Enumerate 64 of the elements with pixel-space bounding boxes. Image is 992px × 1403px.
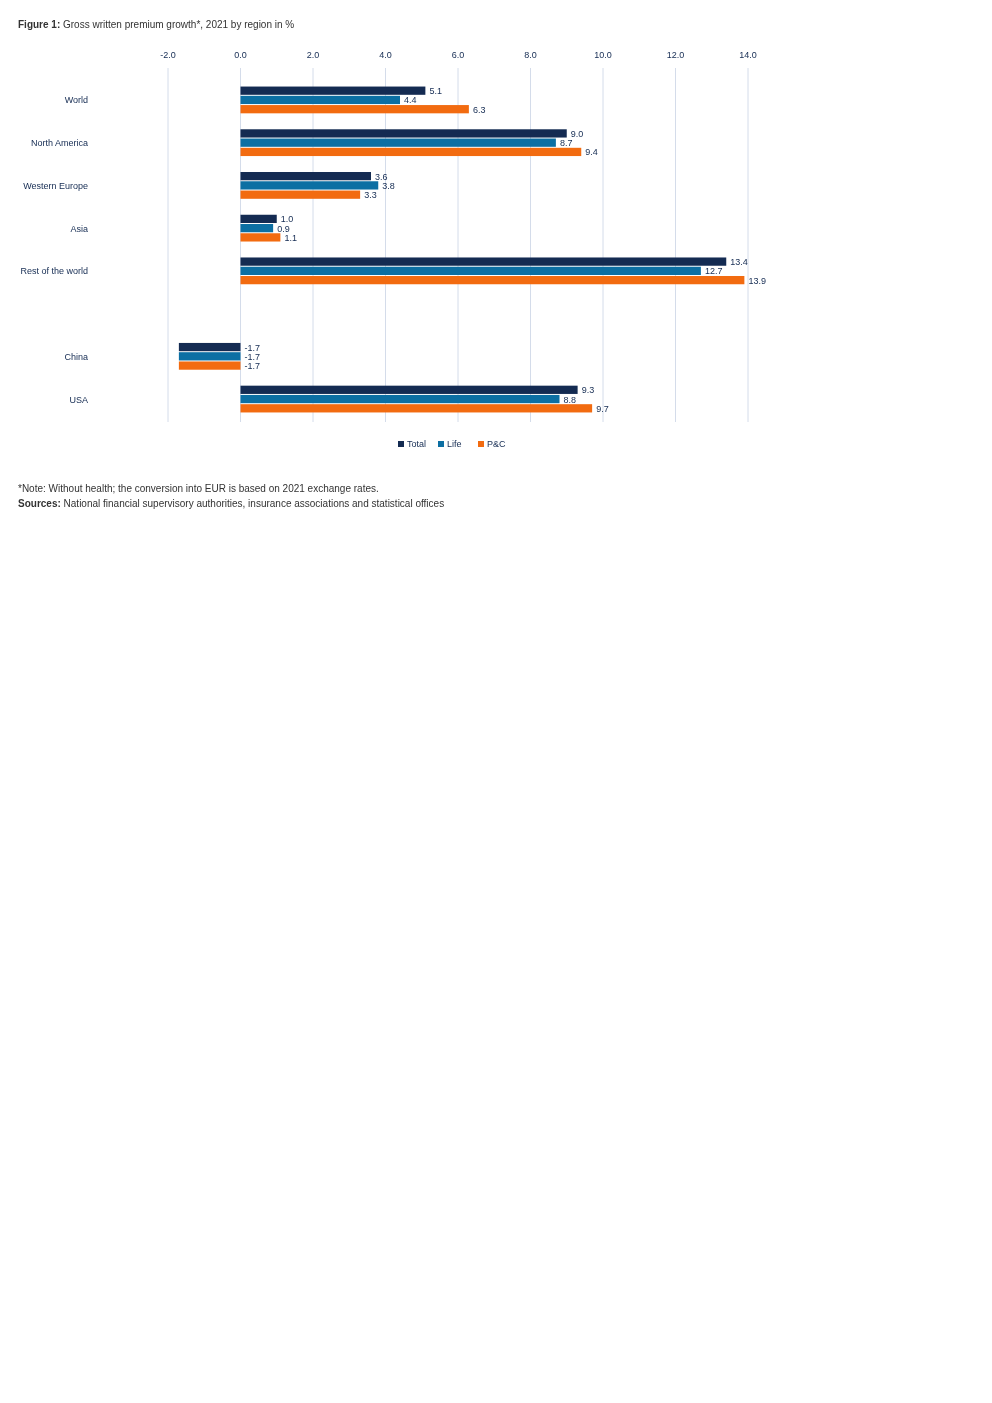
data-label: 1.0 <box>280 214 294 225</box>
bar <box>178 361 241 370</box>
bar <box>240 181 379 190</box>
data-label: 3.6 <box>375 171 388 182</box>
source-note: Sources: National financial supervisory authorities, insurance associations and statistical offices <box>18 498 445 509</box>
legend-label: P&C <box>487 439 507 449</box>
data-label: -1.7 <box>244 351 261 362</box>
data-label: 9.4 <box>585 147 598 158</box>
bar <box>240 394 560 404</box>
bar <box>240 86 426 95</box>
bar <box>240 138 556 147</box>
data-label: 13.9 <box>748 275 766 286</box>
x-tick-label: 2.0 <box>306 50 320 60</box>
data-label: 6.3 <box>472 104 486 115</box>
data-label: 1.1 <box>284 232 297 243</box>
data-label: 8.8 <box>563 394 577 405</box>
data-label: 3.3 <box>364 190 377 201</box>
data-label: -1.7 <box>244 342 261 353</box>
bar <box>240 404 593 413</box>
x-tick-label: 14.0 <box>739 50 757 60</box>
legend-label: Total <box>407 439 427 449</box>
bar <box>240 172 371 181</box>
bar <box>240 147 582 157</box>
data-label: -1.7 <box>244 361 261 372</box>
data-label: 9.3 <box>581 385 595 396</box>
x-tick-label: 12.0 <box>666 50 685 60</box>
bar <box>178 342 241 352</box>
data-label: 13.4 <box>730 257 748 268</box>
y-tick-label: World <box>64 95 88 106</box>
data-label: 3.8 <box>382 180 395 191</box>
data-label: 9.7 <box>596 403 609 414</box>
x-tick-label: -2.0 <box>160 50 176 60</box>
bar <box>240 233 281 242</box>
bar <box>240 385 578 394</box>
x-tick-label: 4.0 <box>379 50 392 60</box>
chart-title: Figure 1: Gross written premium growth*, 2021 by region in % <box>18 19 295 30</box>
bar <box>240 190 361 199</box>
data-label: 4.4 <box>404 95 417 106</box>
y-tick-label: China <box>64 351 88 362</box>
y-tick-label: Asia <box>70 223 88 234</box>
x-tick-label: 10.0 <box>594 50 612 60</box>
data-label: 5.1 <box>429 86 442 97</box>
x-tick-label: 0.0 <box>234 50 247 60</box>
bar <box>240 224 274 233</box>
bar <box>240 257 727 266</box>
y-tick-label: Rest of the world <box>20 266 88 277</box>
data-label: 8.7 <box>559 138 573 149</box>
bar <box>178 352 241 361</box>
data-label: 0.9 <box>277 223 290 234</box>
bar <box>240 276 745 285</box>
y-tick-label: Western Europe <box>23 180 88 191</box>
data-label: 9.0 <box>570 128 584 139</box>
text: *Note: Without health; the conversion into EUR is based on 2021 exchange rates. <box>18 483 379 494</box>
y-tick-label: North America <box>30 138 88 149</box>
bar <box>240 95 400 105</box>
x-tick-label: 6.0 <box>451 50 465 60</box>
y-tick-label: USA <box>69 394 88 405</box>
data-label: 12.7 <box>704 266 723 277</box>
x-tick-label: 8.0 <box>524 50 537 60</box>
bar <box>240 266 701 275</box>
bar <box>240 105 469 114</box>
bar <box>240 129 567 138</box>
bar <box>240 214 277 223</box>
legend-label: Life <box>447 439 462 449</box>
